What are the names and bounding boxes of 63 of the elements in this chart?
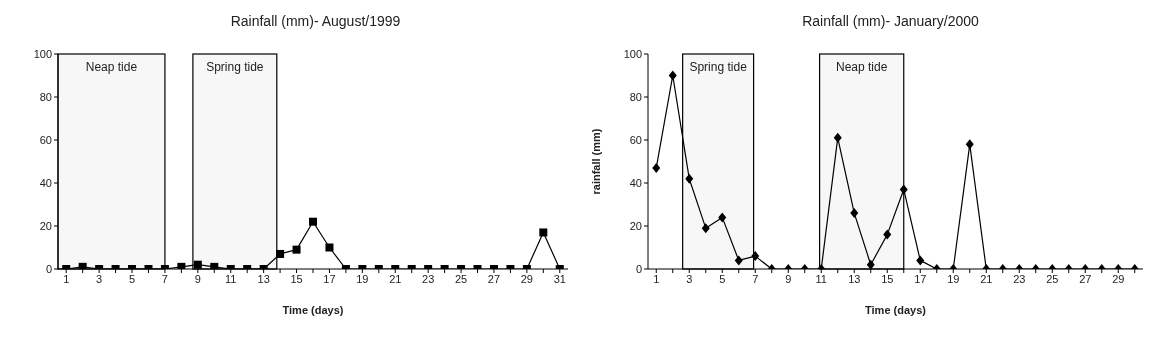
point: [718, 212, 727, 223]
band-label: Spring tide: [206, 59, 264, 74]
point: [850, 208, 859, 219]
band-label: Neap tide: [85, 59, 138, 74]
x-tick-label: 15: [881, 272, 894, 285]
x-tick-label: 31: [553, 272, 566, 285]
x-tick-label: 13: [257, 272, 270, 285]
y-tick-label: 20: [39, 219, 52, 232]
point: [668, 70, 677, 81]
y-tick-label: 60: [629, 133, 642, 146]
x-tick-label: 19: [947, 272, 960, 285]
point: [883, 229, 892, 240]
x-tick-label: 17: [914, 272, 927, 285]
x-tick-label: 21: [389, 272, 402, 285]
x-tick-label: 9: [194, 272, 201, 285]
x-tick-label: 5: [719, 272, 726, 285]
x-tick-label: 25: [454, 272, 468, 285]
x-tick-label: 7: [752, 272, 759, 285]
x-tick-label: 3: [686, 272, 693, 285]
x-tick-label: 17: [323, 272, 336, 285]
x-tick-label: 3: [96, 272, 103, 285]
y-tick-label: 0: [635, 262, 642, 275]
x-tick-label: 7: [161, 272, 168, 285]
x-tick-label: 5: [128, 272, 136, 285]
x-tick-label: 1: [653, 272, 660, 285]
x-tick-label: 11: [225, 272, 237, 285]
point: [833, 132, 842, 143]
x-tick-label: 9: [785, 272, 792, 285]
y-tick-label: 100: [623, 47, 642, 60]
y-tick-label: 40: [39, 176, 52, 189]
x-axis-title: Time (days): [865, 304, 927, 316]
point: [685, 173, 694, 184]
band-label: Neap tide: [835, 59, 888, 74]
x-tick-label: 21: [980, 272, 993, 285]
y-tick-label: 20: [629, 219, 642, 232]
band-label: Spring tide: [689, 59, 748, 74]
x-tick-label: 27: [487, 272, 501, 285]
point: [965, 139, 974, 150]
x-tick-label: 23: [1013, 272, 1026, 285]
y-tick-label: 100: [33, 47, 52, 60]
y-tick-label: 80: [629, 90, 642, 103]
x-tick-label: 25: [1046, 272, 1059, 285]
x-tick-label: 13: [848, 272, 861, 285]
point: [866, 259, 875, 269]
y-tick-label: 80: [39, 90, 52, 103]
x-tick-label: 27: [1079, 272, 1092, 285]
x-tick-label: 19: [356, 272, 369, 285]
x-tick-label: 15: [290, 272, 303, 285]
point: [652, 162, 661, 173]
x-axis-title: Time (days): [282, 304, 344, 316]
y-axis-title: rainfall (mm): [589, 128, 602, 195]
y-tick-label: 60: [39, 133, 52, 146]
x-tick-label: 29: [1112, 272, 1125, 285]
x-tick-label: 11: [815, 272, 827, 285]
y-tick-label: 0: [45, 262, 52, 275]
y-tick-label: 40: [629, 176, 642, 189]
chart-title: Rainfall (mm)- August/1999: [229, 12, 402, 31]
point: [899, 184, 908, 195]
point: [701, 223, 710, 234]
x-tick-label: 29: [520, 272, 533, 285]
x-tick-label: 23: [422, 272, 435, 285]
x-tick-label: 1: [63, 272, 70, 285]
chart-title: Rainfall (mm)- January/2000: [801, 12, 980, 31]
